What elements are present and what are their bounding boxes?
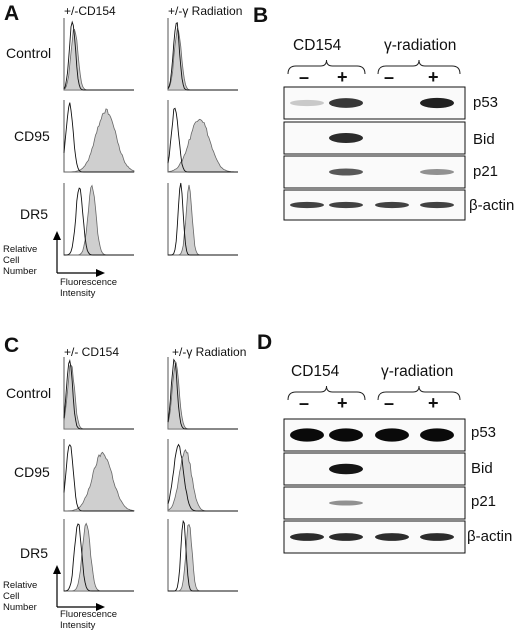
panel-d-blot-p53-band-4 <box>420 428 454 442</box>
panel-b-lane-4: + <box>428 67 439 87</box>
panel-c-row-cd95: CD95 <box>14 464 50 480</box>
panel-c-hist-dr5-rad-control-curve <box>168 519 238 592</box>
panel-b-blot-p53-band-4 <box>420 97 454 109</box>
panel-b-blot-actin-band-2 <box>329 201 363 209</box>
panel-a-hist-dr5-cd154-control-curve <box>64 187 134 256</box>
panel-a-hist-control-cd154-control-curve <box>63 20 134 91</box>
panel-a-hist-cd95-rad-treated-curve <box>167 118 238 173</box>
panel-d-blot-actin-band-4 <box>420 533 454 541</box>
panel-d-label-actin: β-actin <box>467 528 513 545</box>
panel-b-blot-bid-band-2 <box>329 133 363 143</box>
panel-a-col-title-radiation: +/-γ Radiation <box>168 4 243 18</box>
panel-d-blot-actin-band-2 <box>329 533 363 541</box>
panel-d-group-cd154: CD154 <box>291 363 340 380</box>
panel-a-hist-cd95-cd154-treated-curve <box>64 108 135 173</box>
panel-d-label-p21: p21 <box>471 493 497 510</box>
panel-d-blot-p53-band-2 <box>329 428 363 442</box>
panel-a-xaxis-label: Fluorescence Intensity <box>60 277 118 299</box>
panel-b-blot-bid-frame <box>283 121 466 155</box>
panel-c-hist-dr5-cd154-treated-curve <box>64 522 134 592</box>
panel-a-hist-dr5-rad-treated-curve <box>168 184 238 256</box>
panel-c-hist-cd95-rad-control-curve <box>167 443 238 512</box>
panel-d-blot-p21-band-2 <box>329 500 363 506</box>
panel-a-hist-dr5-rad-frame <box>167 183 238 256</box>
panel-b-label-p21: p21 <box>473 163 499 180</box>
panel-a-hist-control-rad-control-curve <box>167 22 238 91</box>
panel-d-blot-actin-band-3 <box>375 533 409 541</box>
panel-c-hist-cd95-cd154-control-curve <box>63 443 134 512</box>
panel-a-row-control: Control <box>6 45 52 61</box>
panel-d-lane-3: – <box>384 393 395 413</box>
panel-c-col-title-cd154: +/- CD154 <box>64 345 120 359</box>
panel-b-blot-actin-band-4 <box>420 201 454 209</box>
panel-b-blot-actin-band-1 <box>290 201 324 209</box>
panel-a-letter: A <box>4 2 20 25</box>
panel-d-blot-p21-frame <box>283 486 466 520</box>
panel-d-bracket-cd154 <box>287 385 366 401</box>
panel-c-letter: C <box>4 334 20 357</box>
panel-c-hist-dr5-cd154-control-curve <box>63 523 134 592</box>
panel-b-group-radiation: γ-radiation <box>384 37 457 54</box>
panel-b-blot-p21-band-2 <box>329 168 363 176</box>
panel-b-label-bid: Bid <box>473 131 495 148</box>
panel-b-label-actin: β-actin <box>469 197 515 214</box>
panel-b-lane-2: + <box>337 67 348 87</box>
panel-c-xaxis-label: Fluorescence Intensity <box>60 609 118 631</box>
panel-d-blot-bid-band-2 <box>329 463 363 475</box>
panel-b-lane-1: – <box>299 67 310 87</box>
panel-c-yaxis-label: Relative Cell Number <box>3 580 38 613</box>
panel-d-label-p53: p53 <box>471 424 497 441</box>
panel-d-blot-actin-band-1 <box>290 533 324 541</box>
panel-d-bracket-radiation <box>377 385 461 401</box>
panel-b-blot-actin-band-3 <box>375 201 409 209</box>
panel-a-hist-dr5-rad-control-curve <box>168 182 238 256</box>
panel-a-row-dr5: DR5 <box>20 206 49 222</box>
panel-c-hist-cd95-cd154-treated-curve <box>64 451 135 512</box>
panel-c-row-control: Control <box>6 385 52 401</box>
panel-b-blot-p53-band-1 <box>290 99 324 107</box>
panel-d-lane-4: + <box>428 393 439 413</box>
panel-a-hist-cd95-rad-control-curve <box>167 107 238 173</box>
panel-a-hist-dr5-cd154-treated-curve <box>64 184 134 256</box>
panel-d-lane-2: + <box>337 393 348 413</box>
panel-d-letter: D <box>257 331 273 354</box>
panel-c-hist-control-rad-treated-curve <box>167 361 238 430</box>
panel-d-label-bid: Bid <box>471 460 493 477</box>
panel-c-hist-control-rad-control-curve <box>167 358 238 430</box>
panel-b-blot-p53-band-2 <box>329 98 363 108</box>
panel-c-hist-dr5-cd154-frame <box>63 519 134 592</box>
panel-b-lane-3: – <box>384 67 395 87</box>
panel-d-blot-p53-band-3 <box>375 428 409 442</box>
panel-b-letter: B <box>253 4 269 27</box>
panel-d-blot-bid-frame <box>283 452 466 486</box>
panel-d-blot-p53-band-1 <box>290 428 324 442</box>
panel-c-hist-cd95-rad-treated-curve <box>167 448 238 512</box>
panel-c-col-title-radiation: +/-γ Radiation <box>172 345 247 359</box>
panel-a-col-title-cd154: +/-CD154 <box>64 4 116 18</box>
panel-a-row-cd95: CD95 <box>14 128 50 144</box>
panel-c-hist-control-cd154-control-curve <box>63 359 134 430</box>
panel-d-group-radiation: γ-radiation <box>381 363 454 380</box>
panel-b-group-cd154: CD154 <box>293 37 342 54</box>
panel-b-bracket-cd154 <box>287 59 366 75</box>
panel-b-blot-p21-band-4 <box>420 169 454 175</box>
panel-b-bracket-radiation <box>377 59 461 75</box>
panel-c-hist-control-cd154-treated-curve <box>63 364 134 430</box>
panel-a-yaxis-label: Relative Cell Number <box>3 244 38 277</box>
panel-b-label-p53: p53 <box>473 94 499 111</box>
panel-d-lane-1: – <box>299 393 310 413</box>
panel-a-hist-cd95-cd154-control-curve <box>63 102 134 173</box>
panel-c-row-dr5: DR5 <box>20 545 49 561</box>
